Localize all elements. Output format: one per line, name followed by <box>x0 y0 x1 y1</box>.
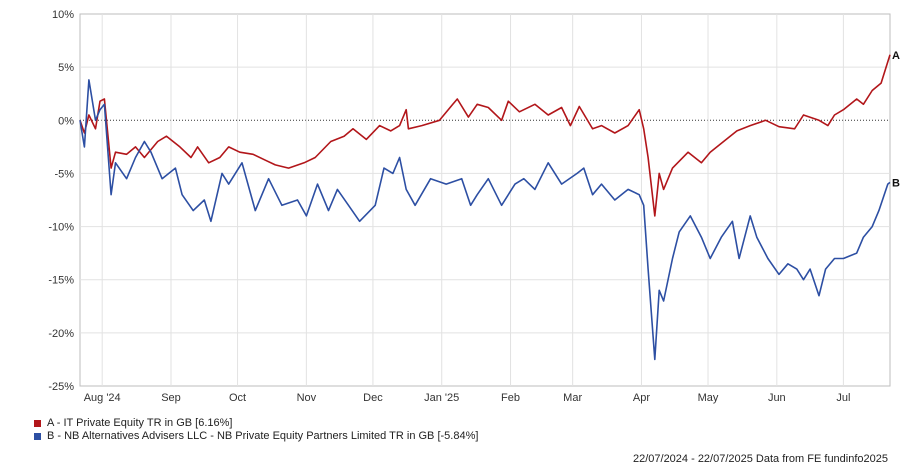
y-tick-label: -5% <box>54 168 74 180</box>
legend-swatch-b <box>34 433 41 440</box>
legend-item-b: B - NB Alternatives Advisers LLC - NB Pr… <box>34 430 478 443</box>
x-tick-label: May <box>698 392 719 404</box>
series-line-a <box>79 54 891 217</box>
axis-layer: 10% 5% 0% -5% -10% -15% -20% -25% Aug '24 Sep Oct N… <box>48 9 850 404</box>
plot-frame <box>79 13 891 387</box>
x-tick-label: Oct <box>229 392 246 404</box>
x-tick-label: Feb <box>501 392 520 404</box>
x-tick-label: Dec <box>363 392 383 404</box>
legend: A - IT Private Equity TR in GB [6.16%] B… <box>34 417 478 443</box>
x-tick-label: Nov <box>297 392 317 404</box>
y-tick-label: 5% <box>58 62 74 74</box>
footer-date-source: 22/07/2024 - 22/07/2025 Data from FE fun… <box>632 453 888 465</box>
legend-label-b: B - NB Alternatives Advisers LLC - NB Pr… <box>47 430 479 442</box>
x-tick-label: Mar <box>563 392 582 404</box>
y-tick-label: 0% <box>58 115 74 127</box>
legend-label-a: A - IT Private Equity TR in GB [6.16%] <box>47 417 233 429</box>
x-tick-label: Sep <box>161 392 181 404</box>
legend-swatch-a <box>34 420 41 427</box>
series-end-label-b: B <box>892 177 900 189</box>
x-tick-label: Jan '25 <box>424 392 459 404</box>
x-tick-label: Jul <box>836 392 850 404</box>
x-tick-label: Apr <box>633 392 650 404</box>
series-layer <box>79 54 891 361</box>
label-layer: AB <box>892 50 900 190</box>
legend-item-a: A - IT Private Equity TR in GB [6.16%] <box>34 417 478 430</box>
grid-layer <box>79 13 891 387</box>
y-tick-label: -15% <box>48 275 74 287</box>
y-tick-label: -20% <box>48 328 74 340</box>
y-tick-label: 10% <box>52 9 74 21</box>
series-line-b <box>79 79 891 361</box>
y-tick-label: -25% <box>48 381 74 393</box>
x-tick-label: Aug '24 <box>84 392 121 404</box>
x-tick-label: Jun <box>768 392 786 404</box>
series-end-label-a: A <box>892 50 900 62</box>
y-tick-label: -10% <box>48 222 74 234</box>
